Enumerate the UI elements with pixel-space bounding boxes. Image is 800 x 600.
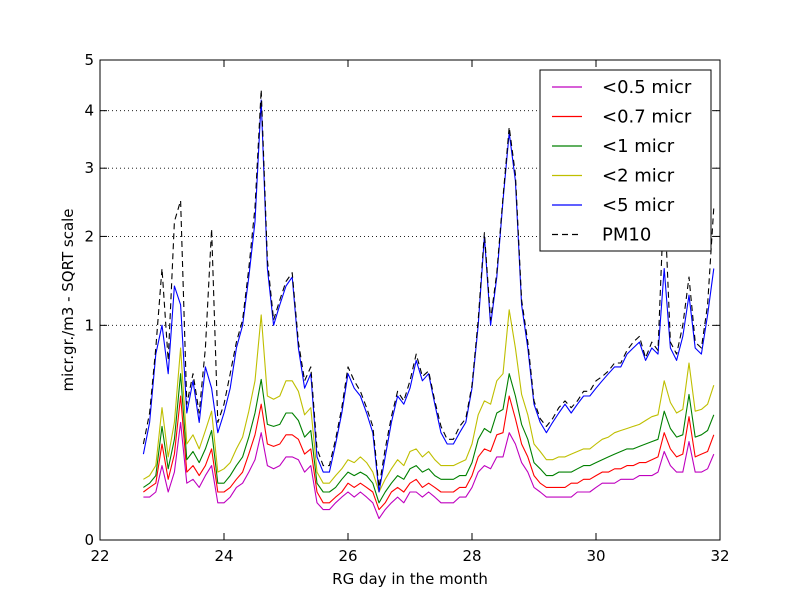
y-axis-label: micr.gr./m3 - SQRT scale: [59, 208, 77, 391]
x-tick-label-3: 28: [462, 547, 481, 565]
y-tick-label-5: 5: [84, 51, 94, 69]
x-tick-label-1: 24: [214, 547, 233, 565]
y-tick-label-3: 3: [84, 159, 94, 177]
legend-label-0: <0.5 micr: [602, 77, 692, 98]
series-line-5: [142, 89, 715, 488]
series-lines: [142, 89, 715, 520]
legend-label-5: PM10: [602, 225, 651, 246]
legend-label-4: <5 micr: [602, 195, 675, 216]
x-tick-label-5: 32: [710, 547, 729, 565]
legend-label-1: <0.7 micr: [602, 107, 692, 128]
x-tick-label-0: 22: [90, 547, 109, 565]
y-tick-label-1: 1: [84, 316, 94, 334]
y-tick-label-0: 0: [84, 531, 94, 549]
y-tick-label-2: 2: [84, 227, 94, 245]
x-axis-label: RG day in the month: [332, 570, 488, 588]
series-line-0: [143, 421, 715, 520]
x-tick-label-4: 30: [586, 547, 605, 565]
legend-label-3: <2 micr: [602, 166, 675, 187]
legend-box: [539, 69, 712, 252]
y-axis-ticks: 0 1 2 3 4 5: [84, 51, 720, 549]
y-tick-label-4: 4: [84, 102, 94, 120]
plot-frame: [99, 59, 721, 541]
x-axis-ticks: 22 24 26 28 30 32: [90, 60, 730, 565]
legend-label-2: <1 micr: [602, 136, 675, 157]
series-line-3: [143, 309, 715, 493]
x-tick-label-2: 26: [338, 547, 357, 565]
legend: <0.5 micr <0.7 micr <1 micr <2 micr <5 micr P…: [539, 69, 712, 252]
